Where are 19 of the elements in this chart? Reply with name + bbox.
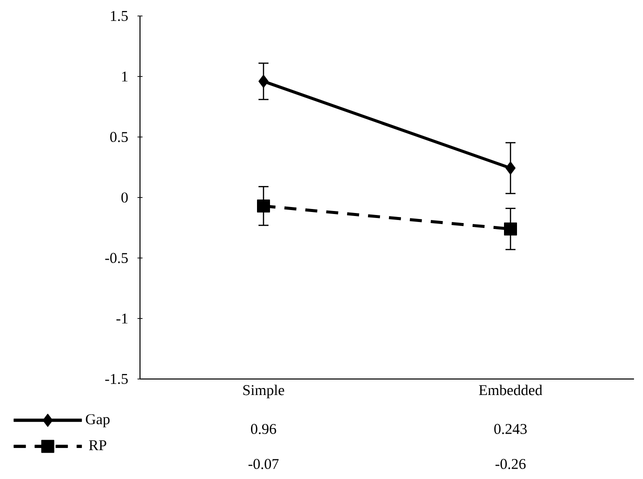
data-label: -0.07 bbox=[248, 458, 279, 470]
x-tick-label: Simple bbox=[243, 384, 284, 398]
data-label: -0.26 bbox=[495, 458, 526, 470]
y-tick-label: -1 bbox=[116, 314, 128, 324]
y-tick-label: 0 bbox=[121, 192, 128, 203]
point bbox=[257, 199, 270, 212]
legend-label: Gap bbox=[86, 414, 110, 428]
data-label: 0.96 bbox=[250, 424, 276, 434]
legend-label: RP bbox=[89, 440, 106, 450]
y-tick-label: 1.5 bbox=[110, 10, 128, 22]
y-tick-label: -0.5 bbox=[105, 252, 128, 264]
point bbox=[506, 162, 516, 175]
y-tick-label: 0.5 bbox=[110, 132, 128, 142]
point bbox=[504, 222, 518, 236]
y-tick-label: -1.5 bbox=[105, 374, 128, 384]
data-label: 0.243 bbox=[494, 424, 527, 434]
y-tick-label: 1 bbox=[122, 72, 128, 82]
x-tick-label: Embedded bbox=[478, 384, 542, 396]
point bbox=[258, 74, 268, 88]
